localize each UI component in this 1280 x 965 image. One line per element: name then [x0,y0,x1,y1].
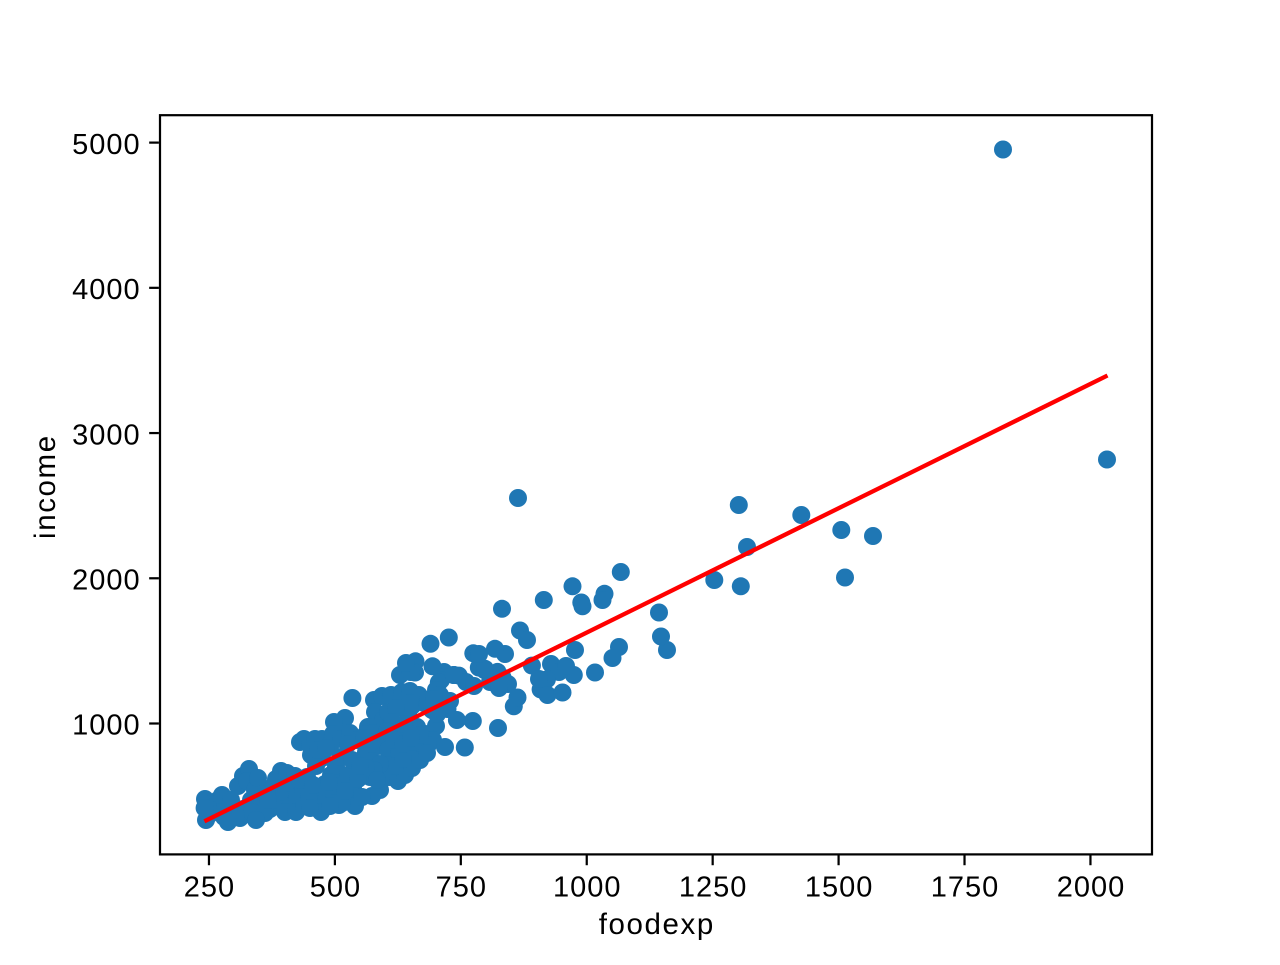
svg-text:250: 250 [184,871,235,903]
svg-text:1000: 1000 [553,871,622,903]
svg-text:1000: 1000 [72,710,141,742]
svg-text:500: 500 [310,871,361,903]
svg-text:750: 750 [436,871,487,903]
svg-text:5000: 5000 [72,129,141,161]
svg-text:1500: 1500 [805,871,874,903]
svg-text:4000: 4000 [72,274,141,306]
svg-text:3000: 3000 [72,419,141,451]
svg-text:1750: 1750 [931,871,1000,903]
svg-text:1250: 1250 [679,871,748,903]
svg-text:foodexp: foodexp [599,908,715,941]
svg-text:2000: 2000 [72,564,141,596]
svg-text:2000: 2000 [1057,871,1126,903]
svg-text:income: income [29,434,62,539]
